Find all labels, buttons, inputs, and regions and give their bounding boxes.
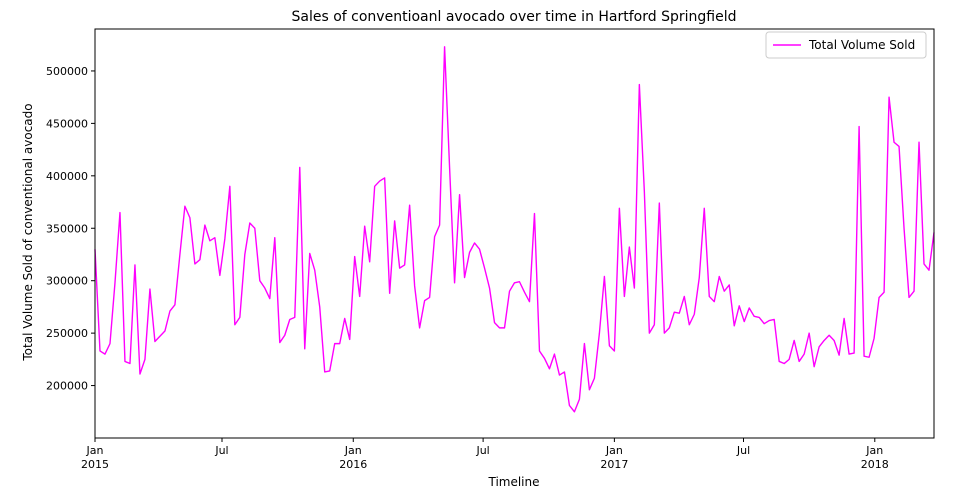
x-tick-label: Jan [605, 444, 623, 457]
y-tick-label: 200000 [46, 380, 88, 393]
x-tick-year-label: 2018 [861, 458, 889, 471]
y-axis-ticks: 200000 250000 300000 350000 400000 450000 5000… [46, 65, 95, 393]
plot-frame [94, 28, 935, 439]
legend: Total Volume Sold [765, 31, 927, 59]
x-axis-label: Timeline [487, 475, 539, 489]
x-tick-label: Jul [214, 444, 228, 457]
x-tick-label: Jul [736, 444, 750, 457]
y-tick-label: 400000 [46, 170, 88, 183]
x-tick-year-label: 2017 [600, 458, 628, 471]
y-tick-label: 350000 [46, 222, 88, 235]
chart-title: Sales of conventioanl avocado over time … [292, 9, 737, 25]
legend-label: Total Volume Sold [808, 38, 915, 52]
x-tick-label: Jan [86, 444, 104, 457]
y-tick-label: 500000 [46, 65, 88, 78]
y-tick-label: 450000 [46, 117, 88, 130]
y-tick-label: 300000 [46, 275, 88, 288]
y-tick-label: 250000 [46, 327, 88, 340]
x-tick-label: Jan [344, 444, 362, 457]
x-tick-label: Jan [865, 444, 883, 457]
legend-box [765, 31, 927, 59]
series-line-total-volume-sold [94, 46, 935, 413]
x-tick-label: Jul [475, 444, 489, 457]
y-axis-label: Total Volume Sold of conventional avocad… [21, 103, 35, 361]
x-tick-year-label: 2015 [81, 458, 109, 471]
x-tick-year-label: 2016 [339, 458, 367, 471]
